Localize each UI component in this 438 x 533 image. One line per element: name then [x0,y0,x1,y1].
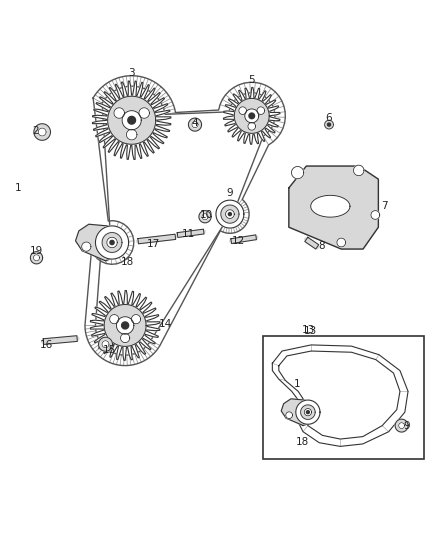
Polygon shape [245,109,259,123]
Polygon shape [216,200,244,228]
Polygon shape [399,423,405,429]
Polygon shape [43,336,78,344]
Polygon shape [110,240,114,245]
Text: 13: 13 [304,326,317,336]
Text: 12: 12 [232,236,245,246]
Polygon shape [139,108,149,118]
Polygon shape [257,107,265,115]
Polygon shape [289,166,378,249]
Bar [263,336,424,458]
Polygon shape [95,226,129,259]
Polygon shape [122,322,129,329]
Text: 19: 19 [30,246,43,256]
Text: 9: 9 [226,188,233,198]
Polygon shape [353,165,364,176]
Polygon shape [221,205,239,223]
Text: 18: 18 [295,437,309,447]
Polygon shape [34,124,50,140]
Polygon shape [102,232,122,253]
Text: 10: 10 [199,210,212,220]
Polygon shape [138,234,176,244]
Polygon shape [286,412,293,418]
Text: 9: 9 [403,421,410,431]
Polygon shape [90,290,160,360]
Text: 1: 1 [15,183,21,193]
Polygon shape [38,128,46,136]
Polygon shape [107,237,117,248]
Polygon shape [192,122,198,128]
Polygon shape [223,87,280,144]
Polygon shape [99,337,113,351]
Text: 13: 13 [302,325,315,335]
Polygon shape [188,118,201,131]
Polygon shape [42,340,45,343]
Text: 16: 16 [40,340,53,350]
Text: 4: 4 [192,118,198,128]
Polygon shape [316,245,319,248]
Polygon shape [176,233,179,237]
Text: 14: 14 [159,319,173,329]
Polygon shape [33,255,39,261]
Polygon shape [202,214,208,220]
Polygon shape [75,337,79,340]
Text: 17: 17 [147,239,160,249]
Polygon shape [128,116,135,124]
Polygon shape [85,76,285,366]
Polygon shape [120,334,130,343]
Polygon shape [325,120,333,129]
Polygon shape [371,211,380,220]
Polygon shape [30,252,42,264]
Polygon shape [272,345,408,446]
Text: 7: 7 [381,201,388,211]
Text: 18: 18 [121,257,134,267]
Polygon shape [228,213,231,216]
Polygon shape [296,400,320,424]
Text: 6: 6 [326,113,332,123]
Polygon shape [311,195,350,217]
Polygon shape [131,314,141,324]
Polygon shape [108,96,155,144]
Polygon shape [226,210,234,219]
Polygon shape [137,240,140,243]
Polygon shape [395,419,408,432]
Polygon shape [249,113,254,119]
Polygon shape [127,130,137,140]
Polygon shape [92,81,171,159]
Polygon shape [305,237,319,249]
Polygon shape [254,236,258,239]
Polygon shape [81,242,91,251]
Text: 3: 3 [128,68,135,78]
Polygon shape [117,317,134,334]
Polygon shape [239,107,247,115]
Polygon shape [199,211,211,223]
Polygon shape [304,408,311,416]
Polygon shape [122,111,141,130]
Polygon shape [291,166,304,179]
Text: 5: 5 [248,75,255,85]
Polygon shape [231,235,257,244]
Text: 11: 11 [182,229,195,239]
Polygon shape [75,224,127,261]
Polygon shape [337,238,346,247]
Polygon shape [305,238,308,241]
Polygon shape [230,240,233,243]
Polygon shape [110,314,119,324]
Polygon shape [300,405,315,419]
Polygon shape [102,341,109,348]
Polygon shape [307,411,309,414]
Text: 1: 1 [294,379,301,390]
Text: 2: 2 [32,126,39,136]
Polygon shape [202,230,205,233]
Polygon shape [248,123,256,130]
Text: 15: 15 [102,345,116,356]
Polygon shape [104,304,146,346]
Polygon shape [234,99,269,133]
Polygon shape [281,399,319,425]
Text: 8: 8 [318,240,325,251]
Polygon shape [177,229,204,237]
Polygon shape [328,123,331,126]
Polygon shape [114,108,124,118]
Polygon shape [174,235,177,238]
